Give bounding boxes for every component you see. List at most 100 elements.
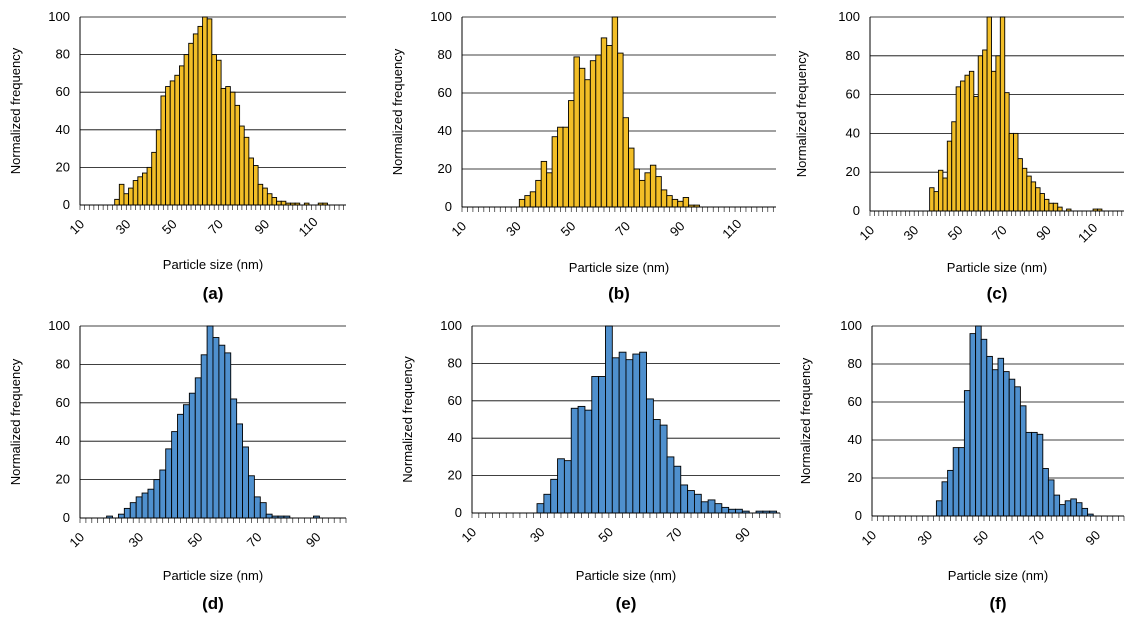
bar-d-74	[265, 513, 273, 519]
bar-d-26	[123, 507, 131, 519]
bar-e-70	[673, 465, 682, 514]
bar-f-60	[1008, 378, 1016, 517]
bar-a-90	[262, 187, 268, 206]
panel-f: 0 20 40 60 80 100 10 30 50 70 90 Particle size (nm)…	[798, 318, 1125, 613]
bar-c-48	[951, 121, 957, 212]
bar-c-60	[977, 55, 984, 212]
x-tick-label-a-10: 10	[66, 216, 87, 237]
y-tick-label-d-40: 40	[56, 433, 70, 448]
bar-e-30	[536, 503, 545, 514]
x-tick-label-e-10: 10	[458, 524, 479, 545]
bar-f-70	[1036, 433, 1044, 517]
bar-f-62	[1014, 386, 1021, 517]
bar-d-58	[218, 344, 226, 519]
y-tick-label-c-80: 80	[846, 48, 860, 63]
bar-b-38	[535, 179, 542, 208]
bar-e-32	[543, 493, 552, 514]
bar-c-66	[991, 70, 997, 212]
bar-a-56	[183, 54, 190, 206]
bar-f-72	[1042, 468, 1049, 517]
bar-a-50	[169, 80, 176, 206]
bar-c-88	[1039, 193, 1045, 212]
x-tick-label-f-90: 90	[1082, 527, 1103, 548]
x-tick-label-a-90: 90	[251, 216, 272, 237]
bar-b-46	[557, 126, 564, 208]
x-axis-title-d: Particle size (nm)	[163, 568, 263, 583]
bar-c-78	[1017, 158, 1023, 212]
bar-b-86	[666, 195, 673, 208]
bar-d-24	[117, 513, 125, 519]
bar-b-48	[562, 126, 569, 208]
y-tick-label-c-100: 100	[838, 9, 860, 24]
bar-e-50	[605, 325, 613, 514]
x-tick-label-d-90: 90	[303, 529, 324, 550]
x-tick-label-b-50: 50	[558, 218, 579, 239]
bar-c-42	[938, 169, 944, 212]
bar-e-38	[563, 460, 572, 514]
bar-e-52	[611, 357, 620, 514]
bar-b-68	[617, 52, 624, 208]
bar-b-42	[546, 172, 553, 208]
y-axis-title-e: Normalized frequency	[400, 356, 415, 483]
bar-c-94	[1052, 202, 1059, 212]
bar-f-46	[969, 333, 977, 517]
y-tick-label-e-0: 0	[455, 505, 462, 520]
bar-a-42	[151, 151, 157, 206]
bar-a-78	[234, 104, 241, 206]
bar-a-88	[257, 183, 264, 206]
bar-a-32	[128, 187, 134, 206]
bar-d-38	[159, 469, 167, 519]
bar-d-62	[230, 398, 238, 519]
panel-label-c: (c)	[987, 284, 1008, 303]
bar-e-74	[687, 490, 695, 514]
x-tick-label-e-30: 30	[527, 524, 548, 545]
bar-a-68	[211, 54, 217, 206]
bar-f-84	[1075, 502, 1083, 517]
bar-f-74	[1047, 479, 1055, 517]
y-tick-label-e-40: 40	[448, 430, 462, 445]
bar-b-64	[606, 45, 613, 208]
bar-d-32	[141, 492, 149, 519]
bar-b-60	[595, 54, 602, 208]
bar-d-50	[194, 377, 202, 519]
bar-a-62	[197, 25, 204, 206]
bar-b-36	[529, 191, 537, 208]
bar-e-80	[707, 499, 716, 514]
bar-c-54	[964, 74, 970, 212]
bar-e-88	[735, 508, 743, 514]
bar-f-40	[952, 447, 960, 517]
x-tick-label-d-10: 10	[66, 529, 87, 550]
bar-a-48	[165, 86, 171, 206]
bar-a-70	[216, 59, 222, 206]
x-axis-title-f: Particle size (nm)	[948, 568, 1048, 583]
y-tick-label-f-40: 40	[848, 432, 862, 447]
bar-a-36	[137, 176, 143, 206]
bar-b-84	[660, 189, 668, 208]
bar-a-34	[132, 180, 139, 206]
y-axis-title-b: Normalized frequency	[390, 48, 405, 175]
bar-d-28	[129, 502, 137, 519]
bar-a-84	[248, 157, 254, 206]
x-tick-label-c-70: 70	[989, 222, 1010, 243]
y-tick-label-d-100: 100	[48, 318, 70, 333]
x-tick-label-b-110: 110	[719, 216, 744, 241]
bar-c-46	[946, 140, 953, 212]
bar-e-82	[714, 503, 723, 514]
x-tick-label-b-30: 30	[503, 218, 524, 239]
bar-d-68	[248, 475, 255, 519]
bar-c-50	[955, 86, 962, 212]
bar-c-44	[942, 177, 948, 212]
y-tick-label-d-60: 60	[56, 395, 70, 410]
y-tick-label-c-40: 40	[846, 125, 860, 140]
bar-d-40	[165, 448, 173, 519]
bar-b-70	[622, 117, 630, 208]
x-tick-label-b-10: 10	[448, 218, 469, 239]
bar-d-30	[135, 496, 143, 519]
bar-d-48	[188, 392, 196, 519]
bar-c-64	[986, 16, 992, 212]
bar-e-36	[557, 458, 565, 514]
y-tick-label-e-20: 20	[448, 468, 462, 483]
x-tick-label-d-50: 50	[185, 529, 206, 550]
bar-a-60	[192, 33, 199, 206]
bar-c-82	[1026, 175, 1032, 212]
